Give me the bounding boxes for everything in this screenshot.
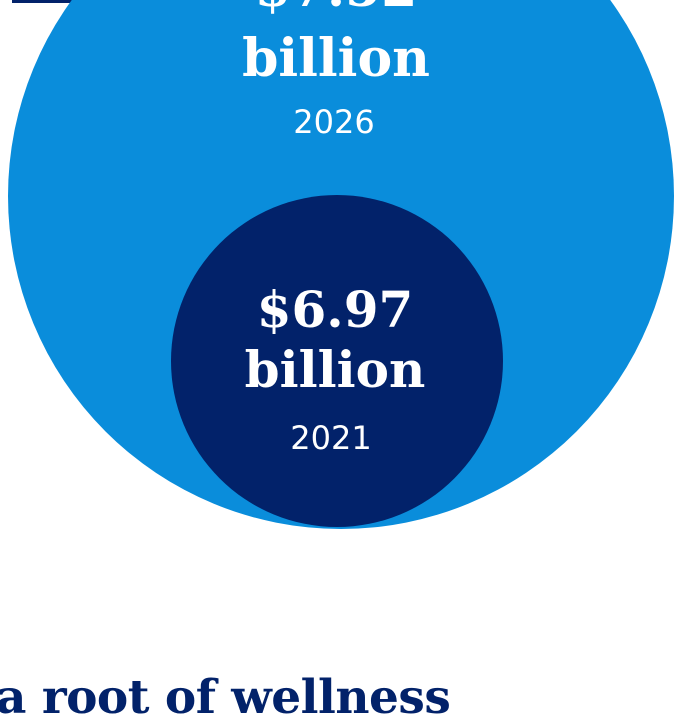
year-label-2021: 2021 xyxy=(290,419,371,457)
section-heading: a root of wellness xyxy=(0,670,451,722)
bubble-2021 xyxy=(171,195,503,527)
unit-label-2021: billion xyxy=(245,340,426,399)
year-label-2026: 2026 xyxy=(293,103,374,141)
top-accent-bar xyxy=(12,0,124,3)
value-label-2021: $6.97 xyxy=(257,280,414,339)
value-label-2026: $7.52 xyxy=(255,0,418,19)
unit-label-2026: billion xyxy=(242,28,430,89)
